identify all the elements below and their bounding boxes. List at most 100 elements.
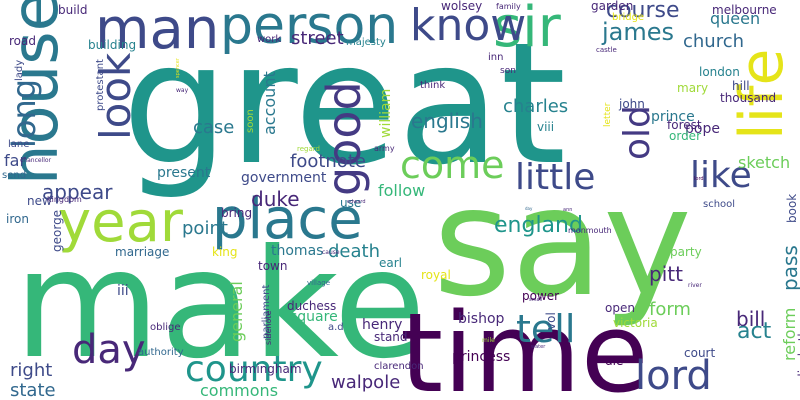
word-court: court <box>684 346 716 360</box>
word-order: order <box>669 129 701 143</box>
word-die: die <box>605 354 624 368</box>
word-sketch: sketch <box>738 153 791 172</box>
word-act: act <box>737 319 772 344</box>
word-book: book <box>785 193 799 223</box>
word-send: send <box>2 170 27 181</box>
word-work: work <box>257 34 282 45</box>
word-lord: lord <box>635 353 712 399</box>
word-william: william <box>378 88 394 138</box>
word-stand: stand <box>374 330 408 344</box>
word-case: case <box>193 117 235 138</box>
word-cause: cause <box>322 249 340 256</box>
word-village: village <box>307 279 331 287</box>
word-far: far <box>4 151 27 170</box>
word-england: england <box>494 213 583 238</box>
word-thousand: thousand <box>720 91 777 105</box>
word-day: day <box>72 327 146 373</box>
word-hill: hill <box>732 79 750 93</box>
word-footnote: footnote <box>290 151 366 172</box>
word-viii: viii <box>537 120 555 134</box>
word-charles: charles <box>503 96 569 117</box>
word-appear: appear <box>42 180 113 204</box>
word-church: church <box>683 31 745 52</box>
word-bridge: bridge <box>612 12 645 23</box>
word-right: right <box>10 360 53 381</box>
word-earl: earl <box>379 256 403 270</box>
word-birmingham: birmingham <box>229 362 302 376</box>
word-prince: prince <box>651 109 695 125</box>
word-mary: mary <box>677 81 709 95</box>
word-pass: pass <box>778 245 800 291</box>
word-commons: commons <box>200 381 279 400</box>
word-oblige: oblige <box>150 322 181 333</box>
word-place: place <box>212 187 363 252</box>
word-iii: iii <box>117 283 129 299</box>
word-mile: mile <box>482 337 495 344</box>
word-melbourne: melbourne <box>712 3 777 17</box>
word-duchess: duchess <box>287 299 337 313</box>
word-general: general <box>227 281 246 342</box>
word-lane: lane <box>8 139 30 150</box>
word-make: make <box>14 218 426 392</box>
word-kingdom: kingdom <box>47 195 82 204</box>
word-point: point <box>182 218 228 239</box>
word-protestant: protestant <box>95 59 106 111</box>
word-sidenote: sidenote <box>264 310 273 345</box>
word-new: new <box>27 194 52 208</box>
word-inn: inn <box>488 52 504 63</box>
word-country: country <box>185 349 323 390</box>
word-build: build <box>58 3 88 17</box>
word-good: good <box>317 81 371 196</box>
word-sir: sir <box>493 0 561 60</box>
word-present: present <box>157 165 211 181</box>
word-lady: lady <box>14 59 25 81</box>
word-know: know <box>410 0 527 51</box>
word-great: great <box>122 6 567 202</box>
word-iron: iron <box>6 212 29 226</box>
word-princess: princess <box>452 349 511 365</box>
word-power: power <box>522 289 560 303</box>
word-open: open <box>605 301 635 315</box>
word-henry: henry <box>362 317 403 333</box>
word-little: little <box>515 157 596 198</box>
word-lord: lord <box>694 176 704 182</box>
word-duke: duke <box>251 187 300 211</box>
word-ann: ann <box>563 207 573 213</box>
word-pitt: pitt <box>649 262 683 286</box>
word-way: way <box>176 87 189 94</box>
word-school: school <box>703 199 736 210</box>
word-vol: vol <box>544 312 558 330</box>
word-james: james <box>602 18 675 46</box>
word-party: party <box>670 245 702 259</box>
word-army: army <box>374 144 395 153</box>
word-bill: bill <box>736 307 766 331</box>
word-edward: edward <box>347 199 366 205</box>
word-letter: letter <box>603 102 613 127</box>
word-street: street <box>291 28 344 49</box>
word-john: john <box>619 97 645 111</box>
word-son: son <box>500 66 516 76</box>
word-state: state <box>10 380 56 400</box>
word-square: square <box>290 309 338 325</box>
word-follow: follow <box>378 181 426 200</box>
word-monmouth: monmouth <box>568 226 612 235</box>
word-majesty: majesty <box>346 37 386 48</box>
word-tell: tell <box>516 307 576 351</box>
word-bring: bring <box>221 206 253 220</box>
word-river: river <box>688 282 702 289</box>
word-account: account <box>260 71 279 135</box>
word-small: small <box>529 297 543 303</box>
word-soon: soon <box>245 109 256 133</box>
word-government: government <box>241 170 327 186</box>
word-clarendon: clarendon <box>374 361 424 372</box>
word-building: building <box>88 38 137 52</box>
word-time: time <box>400 289 649 400</box>
word-wolsey: wolsey <box>441 0 483 13</box>
word-garden: garden <box>591 0 634 13</box>
word-death: death <box>328 241 380 262</box>
word-town: town <box>258 259 288 273</box>
word-come: come <box>400 143 505 187</box>
word-bishop: bishop <box>458 311 505 327</box>
word-course: course <box>606 0 680 23</box>
